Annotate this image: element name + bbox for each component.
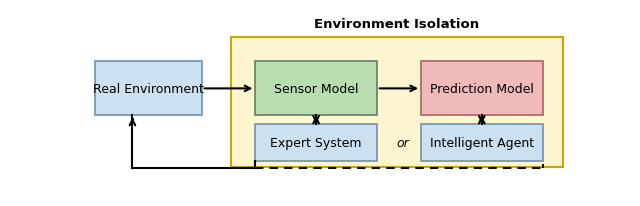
- Text: Real Environment: Real Environment: [93, 82, 204, 95]
- Text: Environment Isolation: Environment Isolation: [314, 18, 479, 31]
- FancyBboxPatch shape: [255, 62, 377, 116]
- FancyBboxPatch shape: [255, 124, 377, 162]
- FancyBboxPatch shape: [421, 124, 543, 162]
- FancyBboxPatch shape: [95, 62, 202, 116]
- Text: Expert System: Expert System: [270, 136, 362, 149]
- FancyBboxPatch shape: [231, 37, 563, 167]
- Text: Sensor Model: Sensor Model: [274, 82, 358, 95]
- Text: or: or: [396, 136, 409, 149]
- Text: Prediction Model: Prediction Model: [430, 82, 534, 95]
- Text: Intelligent Agent: Intelligent Agent: [429, 136, 534, 149]
- FancyBboxPatch shape: [421, 62, 543, 116]
